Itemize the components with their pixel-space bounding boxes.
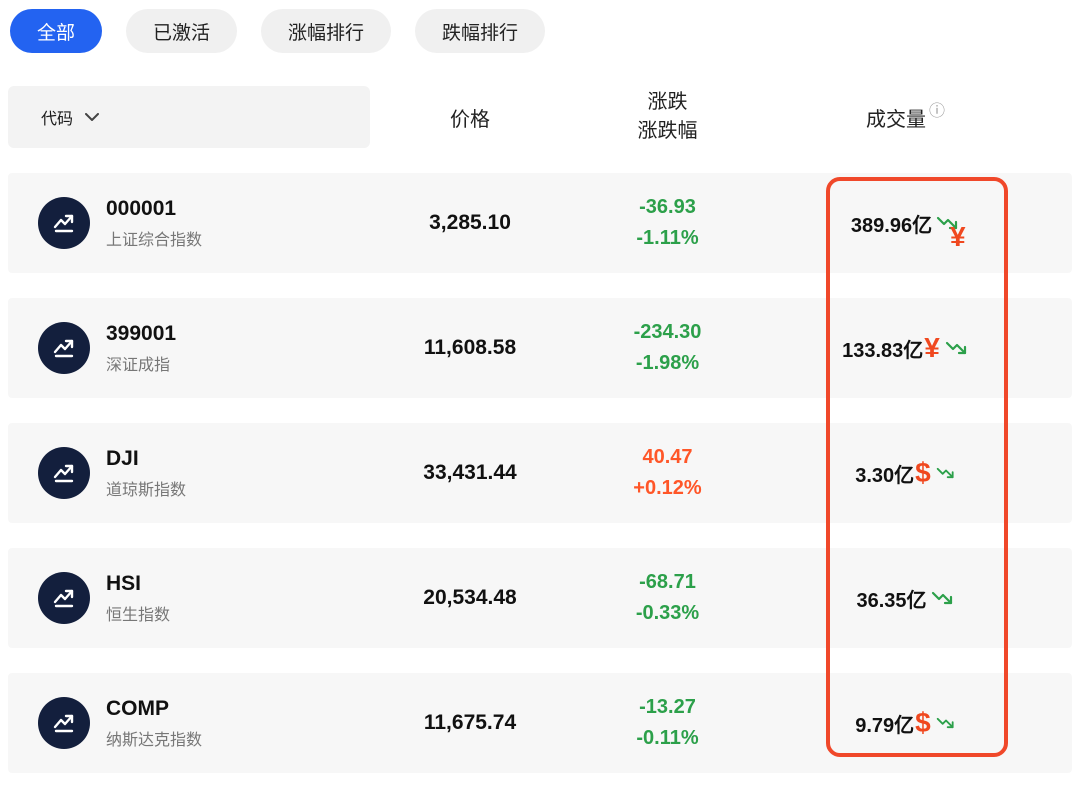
change-value: -13.27: [639, 696, 696, 718]
change-percent: -0.11%: [636, 727, 699, 749]
code-cell: DJI 道琼斯指数: [8, 447, 370, 500]
change-cell: -68.71 -0.33%: [570, 567, 765, 629]
code-header-label: 代码: [41, 111, 74, 128]
volume-cell: 36.35亿: [765, 548, 1072, 648]
currency-symbol: ¥: [950, 221, 966, 252]
line-chart-icon: [38, 447, 90, 499]
volume-header-label: 成交量: [865, 108, 926, 131]
table-row[interactable]: 399001 深证成指 11,608.58 -234.30 -1.98% 133…: [8, 298, 1072, 398]
price-column-header: 价格: [450, 108, 490, 131]
volume-cell: 3.30亿 $: [765, 423, 1072, 523]
change-value: -234.30: [633, 321, 702, 343]
info-icon[interactable]: ⓘ: [928, 102, 945, 120]
index-name: 道琼斯指数: [106, 481, 187, 499]
index-name: 上证综合指数: [106, 231, 203, 249]
volume-value: 133.83亿: [842, 339, 924, 362]
table-row[interactable]: 000001 上证综合指数 3,285.10 -36.93 -1.11% 389…: [8, 173, 1072, 273]
filter-pill-all[interactable]: 全部: [10, 9, 103, 53]
index-table: 000001 上证综合指数 3,285.10 -36.93 -1.11% 389…: [0, 173, 1080, 773]
price-value: 11,675.74: [423, 711, 517, 734]
price-value: 3,285.10: [429, 211, 511, 234]
change-cell: -13.27 -0.11%: [570, 692, 765, 754]
change-percent: +0.12%: [633, 477, 702, 499]
currency-symbol: $: [915, 707, 931, 738]
line-chart-icon: [38, 572, 90, 624]
volume-value: 36.35亿: [856, 589, 927, 612]
volume-value: 389.96亿: [850, 214, 933, 237]
filter-pill-losers[interactable]: 跌幅排行: [415, 9, 546, 53]
code-cell: COMP 纳斯达克指数: [8, 697, 370, 750]
currency-symbol: $: [915, 457, 931, 488]
filter-pill-activated[interactable]: 已激活: [126, 9, 238, 53]
price-value: 20,534.48: [423, 586, 517, 609]
currency-symbol: ¥: [924, 332, 940, 363]
volume-column-header: 成交量 ⓘ: [765, 103, 1072, 132]
price-value: 33,431.44: [423, 461, 517, 484]
change-value: -36.93: [639, 196, 696, 218]
table-row[interactable]: COMP 纳斯达克指数 11,675.74 -13.27 -0.11% 9.79…: [8, 673, 1072, 773]
index-name: 恒生指数: [106, 606, 171, 624]
index-code: HSI: [106, 571, 142, 595]
index-code: 000001: [106, 196, 177, 220]
table-row[interactable]: HSI 恒生指数 20,534.48 -68.71 -0.33% 36.35亿: [8, 548, 1072, 648]
change-column-header: 涨跌 涨跌幅: [570, 88, 765, 146]
index-code: DJI: [106, 446, 139, 470]
table-header: 代码 价格 涨跌 涨跌幅 成交量 ⓘ: [8, 86, 1072, 148]
volume-cell: 133.83亿 ¥: [765, 298, 1072, 398]
trend-down-icon: [945, 341, 966, 355]
table-row[interactable]: DJI 道琼斯指数 33,431.44 40.47 +0.12% 3.30亿 $: [8, 423, 1072, 523]
index-code: COMP: [106, 696, 169, 720]
trend-down-icon: [936, 717, 954, 729]
line-chart-icon: [38, 322, 90, 374]
volume-cell: 9.79亿 $: [765, 673, 1072, 773]
trend-down-icon: [936, 216, 958, 230]
volume-value: 9.79亿: [855, 714, 915, 737]
code-column-header[interactable]: 代码: [8, 86, 370, 148]
change-cell: 40.47 +0.12%: [570, 442, 765, 504]
index-code: 399001: [106, 321, 177, 345]
chevron-down-icon[interactable]: [85, 112, 100, 122]
change-value: 40.47: [642, 446, 693, 468]
trend-down-icon: [931, 591, 952, 605]
index-name: 纳斯达克指数: [106, 731, 203, 749]
change-percent: -1.11%: [636, 227, 699, 249]
index-name: 深证成指: [106, 356, 171, 374]
change-percent: -0.33%: [635, 602, 700, 624]
volume-cell: 389.96亿 ¥: [765, 173, 1072, 273]
filter-bar: 全部 已激活 涨幅排行 跌幅排行: [0, 0, 1080, 53]
change-header-label: 涨跌: [647, 91, 688, 113]
line-chart-icon: [38, 197, 90, 249]
line-chart-icon: [38, 697, 90, 749]
change-percent: -1.98%: [635, 352, 700, 374]
code-cell: 000001 上证综合指数: [8, 197, 370, 250]
change-cell: -36.93 -1.11%: [570, 192, 765, 254]
change-cell: -234.30 -1.98%: [570, 317, 765, 379]
code-cell: HSI 恒生指数: [8, 572, 370, 625]
change-value: -68.71: [639, 571, 696, 593]
trend-down-icon: [936, 467, 954, 479]
code-cell: 399001 深证成指: [8, 322, 370, 375]
price-value: 11,608.58: [423, 336, 517, 359]
volume-value: 3.30亿: [855, 464, 915, 487]
filter-pill-gainers[interactable]: 涨幅排行: [261, 9, 392, 53]
change-pct-header-label: 涨跌幅: [637, 120, 698, 142]
